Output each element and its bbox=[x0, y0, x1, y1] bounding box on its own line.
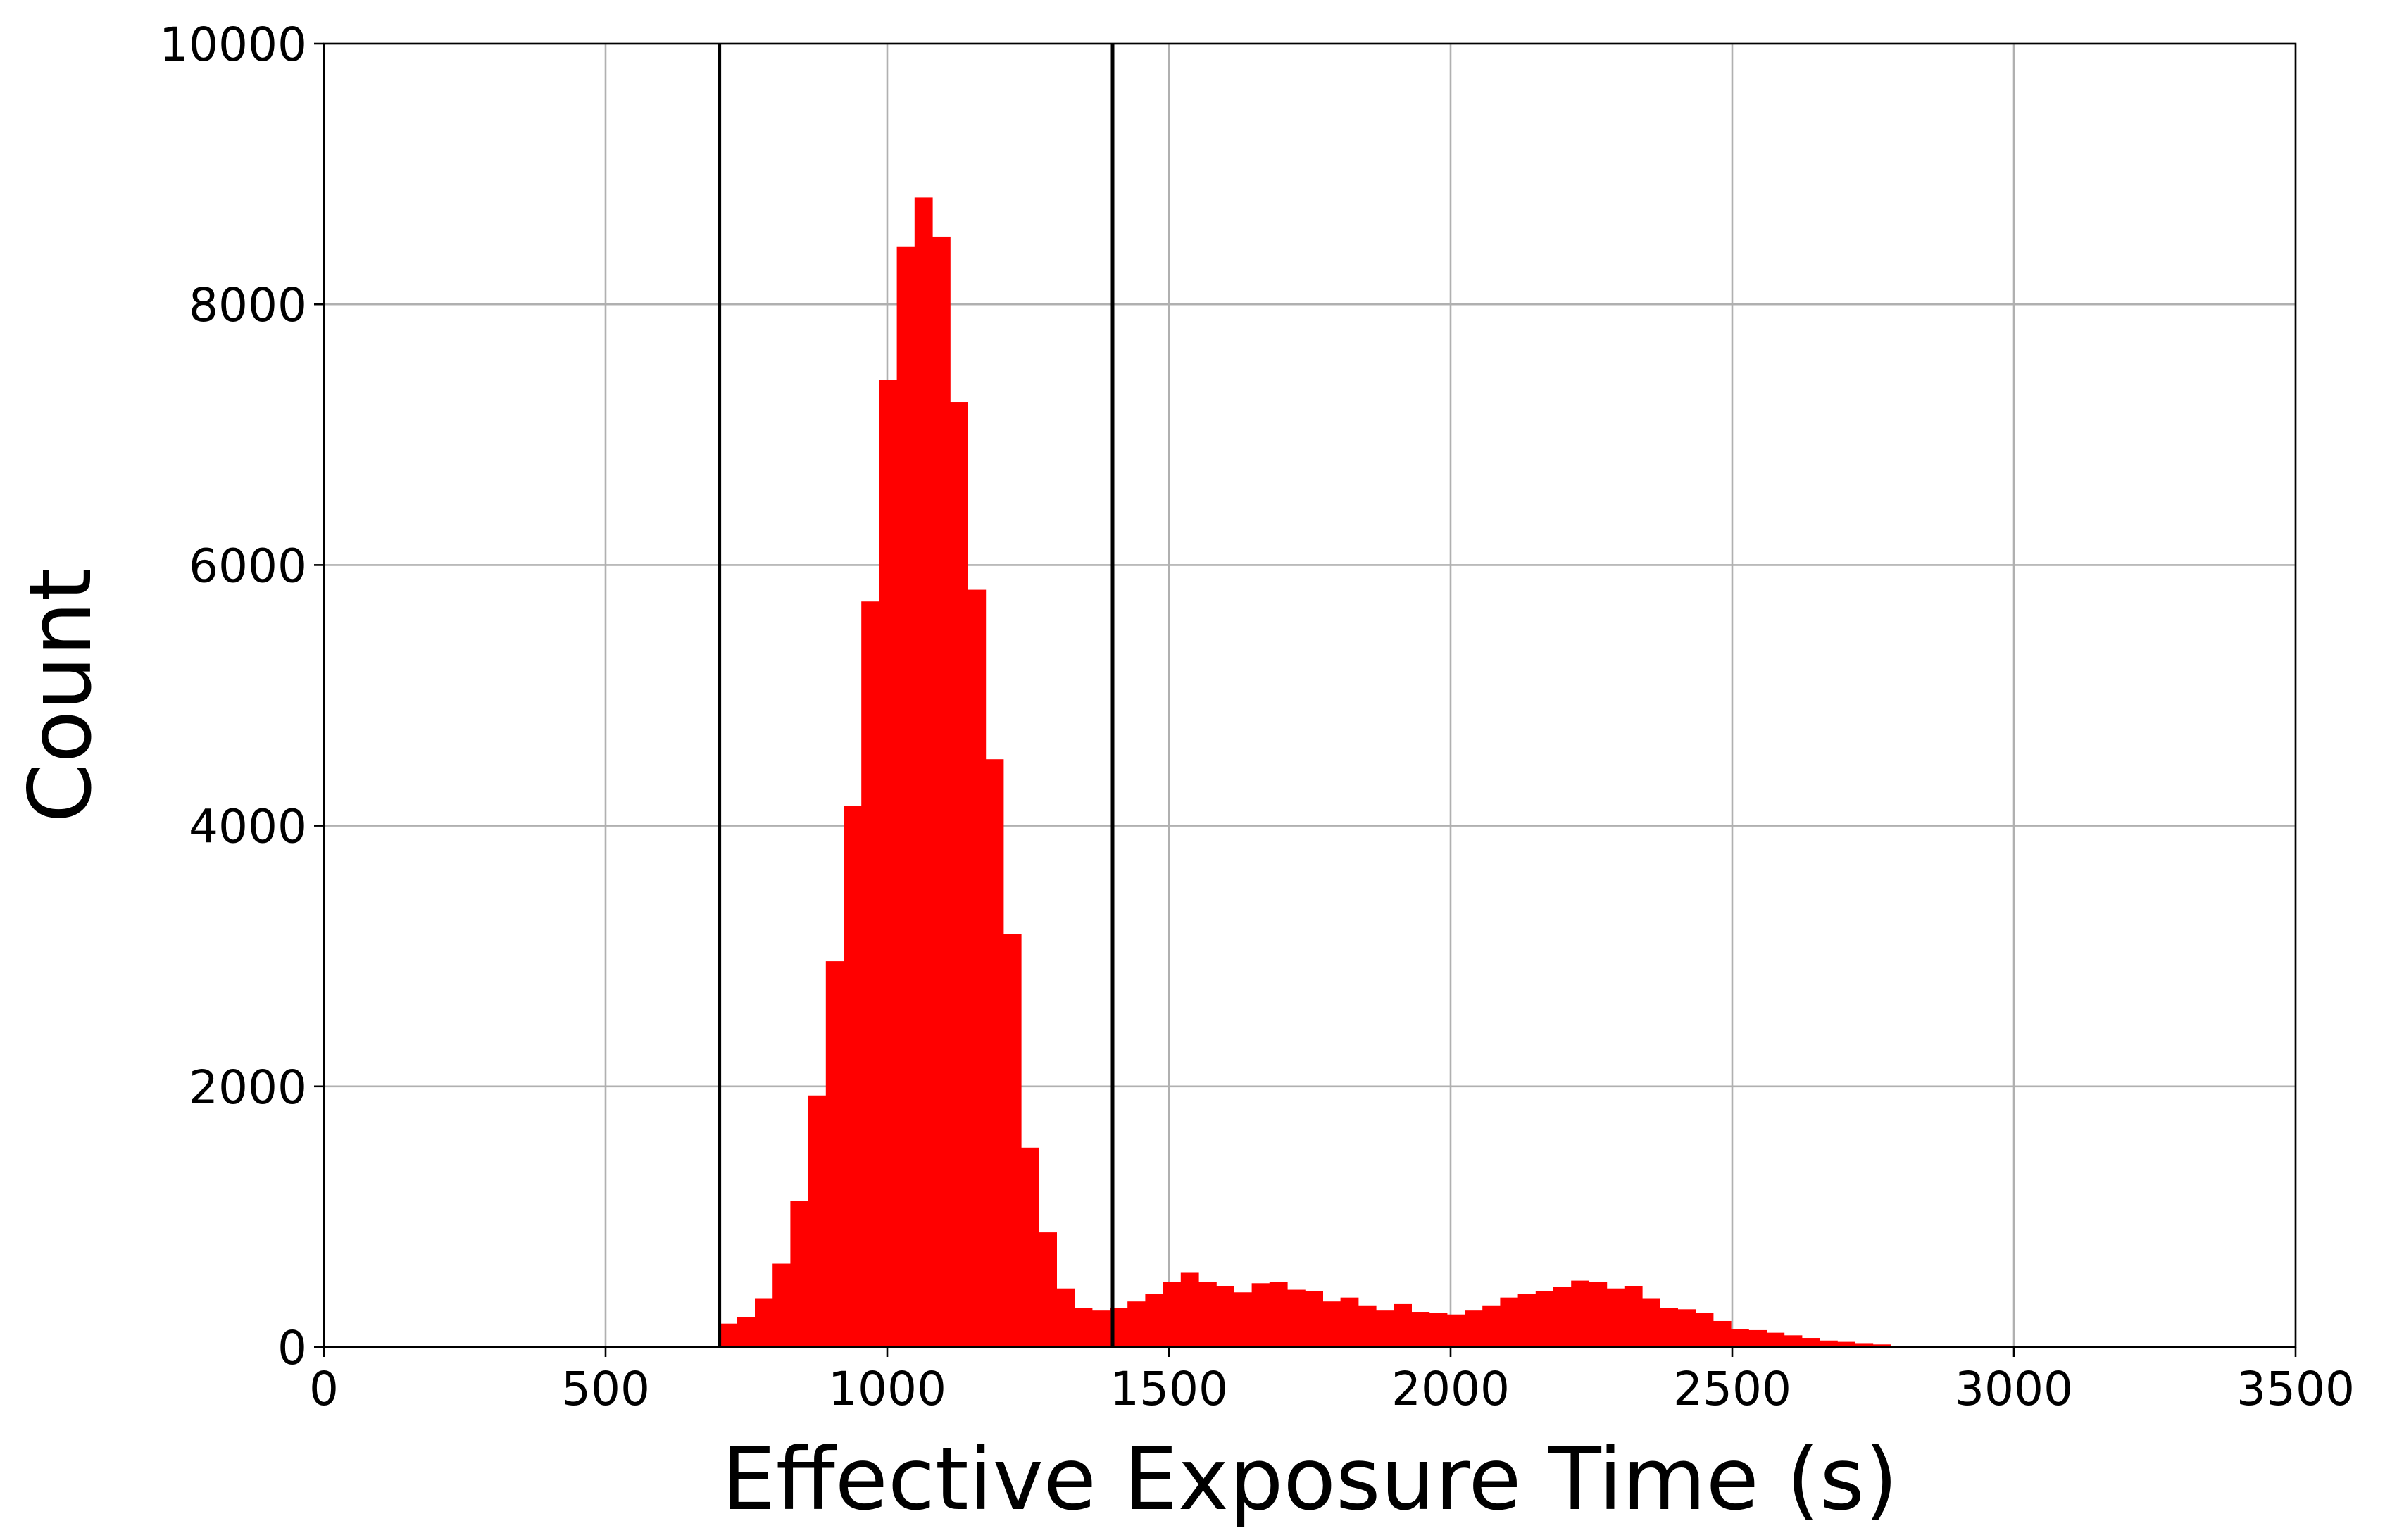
histogram-bar bbox=[932, 236, 951, 1347]
histogram-bar bbox=[879, 380, 898, 1347]
histogram-bars bbox=[719, 197, 1927, 1348]
histogram-bar bbox=[1305, 1291, 1323, 1347]
histogram-bar bbox=[1411, 1312, 1430, 1347]
histogram-bar bbox=[1642, 1298, 1660, 1347]
x-tick-label: 2000 bbox=[1391, 1362, 1510, 1416]
histogram-bar bbox=[1234, 1292, 1253, 1347]
histogram-bar bbox=[1677, 1309, 1696, 1347]
histogram-bar bbox=[1571, 1280, 1589, 1347]
histogram-bar bbox=[1837, 1341, 1855, 1347]
histogram-bar bbox=[1731, 1329, 1749, 1347]
histogram-bar bbox=[1074, 1308, 1093, 1347]
histogram-bar bbox=[1517, 1294, 1536, 1347]
histogram-bar bbox=[1784, 1335, 1803, 1347]
histogram-bar bbox=[790, 1201, 809, 1347]
histogram-bar bbox=[1589, 1282, 1608, 1347]
histogram-bar bbox=[1394, 1303, 1412, 1347]
reference-lines bbox=[718, 44, 1115, 1347]
histogram-bar bbox=[772, 1263, 791, 1347]
histogram-bar bbox=[1624, 1286, 1643, 1347]
histogram-bar bbox=[844, 806, 862, 1347]
histogram-bar bbox=[1606, 1288, 1625, 1347]
histogram-bar bbox=[1269, 1282, 1288, 1347]
histogram-bar bbox=[950, 402, 968, 1347]
histogram-bar bbox=[755, 1298, 773, 1347]
y-axis-label: Count bbox=[11, 568, 111, 822]
histogram-bar bbox=[1322, 1301, 1341, 1347]
y-tick-label: 2000 bbox=[189, 1060, 307, 1115]
histogram-bar bbox=[968, 589, 987, 1347]
x-tick-label: 1500 bbox=[1110, 1362, 1228, 1416]
histogram-bar bbox=[1180, 1272, 1199, 1347]
histogram-bar bbox=[1748, 1329, 1767, 1347]
histogram-bar bbox=[1376, 1310, 1394, 1347]
histogram-bar bbox=[861, 601, 879, 1347]
histogram-bar bbox=[825, 961, 844, 1347]
histogram-bar bbox=[1216, 1286, 1234, 1347]
histogram-bar bbox=[1021, 1147, 1039, 1347]
y-tick-label: 4000 bbox=[189, 800, 307, 854]
histogram-bar bbox=[1801, 1338, 1820, 1347]
x-tick-label: 0 bbox=[309, 1362, 339, 1416]
x-tick-labels: 0 500 1000 1500 2000 2500 3000 3500 bbox=[309, 1362, 2355, 1416]
histogram-bar bbox=[1482, 1305, 1501, 1347]
histogram-bar bbox=[737, 1317, 756, 1347]
y-tick-label: 6000 bbox=[189, 539, 307, 593]
histogram-bar bbox=[1553, 1287, 1572, 1347]
histogram-bar bbox=[914, 197, 933, 1348]
histogram-bar bbox=[1855, 1343, 1874, 1347]
histogram-bar bbox=[1251, 1283, 1270, 1347]
histogram-bar bbox=[1500, 1297, 1519, 1347]
histogram-bar bbox=[1535, 1291, 1554, 1347]
histogram-bar bbox=[1713, 1320, 1732, 1347]
y-tick-label: 8000 bbox=[189, 278, 307, 332]
x-tick-label: 1000 bbox=[828, 1362, 946, 1416]
y-tick-label: 10000 bbox=[159, 18, 307, 72]
histogram-bar bbox=[1287, 1289, 1306, 1347]
x-tick-label: 3000 bbox=[1955, 1362, 2073, 1416]
histogram-bar bbox=[719, 1323, 738, 1347]
x-axis-label: Effective Exposure Time (s) bbox=[722, 1429, 1898, 1529]
histogram-bar bbox=[1446, 1314, 1465, 1347]
histogram-bar bbox=[808, 1095, 827, 1347]
histogram-bar bbox=[1340, 1297, 1359, 1347]
plot-frame bbox=[323, 42, 2297, 1348]
histogram-bar bbox=[1358, 1305, 1377, 1347]
histogram-bar bbox=[1660, 1308, 1678, 1347]
x-tick-label: 3500 bbox=[2236, 1362, 2355, 1416]
histogram-bar bbox=[1465, 1310, 1483, 1347]
histogram-bar bbox=[1091, 1310, 1110, 1347]
histogram-bar bbox=[1056, 1288, 1075, 1347]
histogram-bar bbox=[1145, 1294, 1164, 1347]
histogram-bar bbox=[1429, 1313, 1448, 1347]
x-tick-label: 2500 bbox=[1673, 1362, 1791, 1416]
histogram-bar bbox=[985, 759, 1004, 1347]
histogram-bar bbox=[1766, 1332, 1785, 1347]
y-tick-labels: 0 2000 4000 6000 8000 10000 bbox=[159, 18, 307, 1375]
y-tick-label: 0 bbox=[277, 1321, 307, 1375]
histogram-bar bbox=[1872, 1344, 1891, 1347]
histogram-bar bbox=[1039, 1232, 1057, 1347]
axis-ticks bbox=[314, 42, 2297, 1357]
histogram-bar bbox=[1163, 1282, 1182, 1347]
histogram-bar bbox=[1695, 1313, 1714, 1347]
histogram-bar bbox=[1820, 1340, 1838, 1347]
histogram-bar bbox=[1127, 1301, 1146, 1347]
histogram-bar bbox=[1003, 934, 1022, 1347]
x-tick-label: 500 bbox=[561, 1362, 650, 1416]
histogram-bar bbox=[896, 246, 915, 1348]
histogram-bar bbox=[1198, 1282, 1217, 1347]
